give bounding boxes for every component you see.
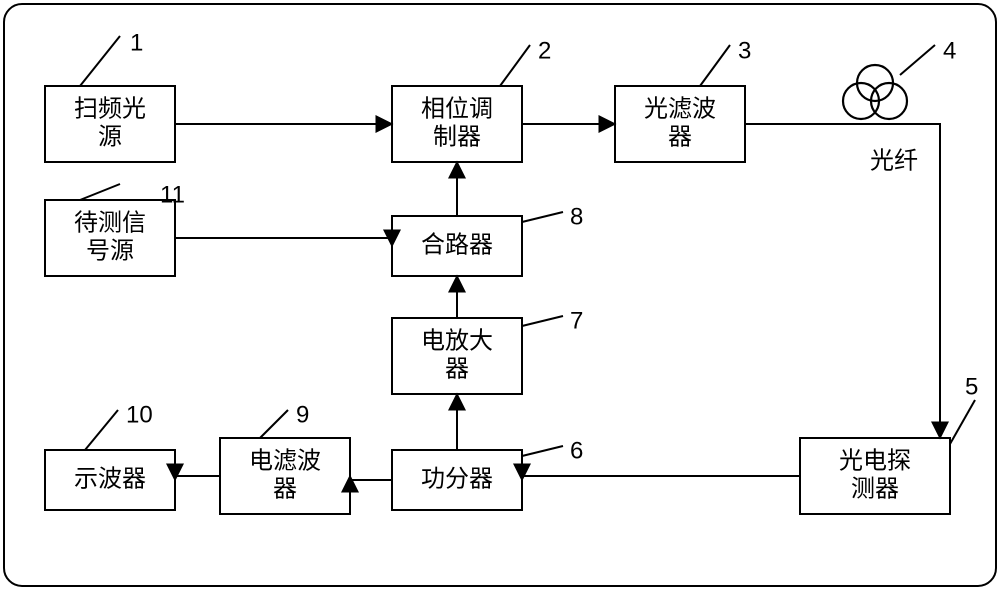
leader-line <box>950 400 975 444</box>
block-b3: 光滤波器 3 <box>615 37 751 162</box>
block-number: 3 <box>738 37 751 64</box>
block-b2: 相位调制器 2 <box>392 37 551 162</box>
block-label: 功分器 <box>421 465 493 492</box>
block-label: 待测信 <box>74 209 146 236</box>
leader-line <box>80 36 120 86</box>
arrow <box>350 476 392 480</box>
block-label: 器 <box>445 355 469 382</box>
block-label: 合路器 <box>421 231 493 258</box>
block-label: 器 <box>668 123 692 150</box>
leader-line <box>260 410 288 438</box>
block-b1: 扫频光源 1 <box>45 29 175 162</box>
block-number: 2 <box>538 37 551 64</box>
block-b7: 电放大器 7 <box>392 307 583 394</box>
block-number: 10 <box>126 401 153 428</box>
block-b8: 合路器 8 <box>392 203 583 276</box>
block-label: 扫频光 <box>74 95 146 122</box>
leader-line <box>80 184 120 200</box>
leader-line <box>85 410 118 450</box>
block-label: 源 <box>98 123 122 150</box>
block-label: 制器 <box>433 123 481 150</box>
leader-line <box>522 316 563 326</box>
block-label: 电放大 <box>421 327 493 354</box>
block-number: 11 <box>160 181 185 208</box>
block-number: 5 <box>965 373 978 400</box>
block-number: 9 <box>296 401 309 428</box>
block-b10: 示波器 10 <box>45 401 175 510</box>
arrow <box>522 476 800 480</box>
block-number: 7 <box>570 307 583 334</box>
fiber-label: 光纤 <box>870 147 918 174</box>
block-b11: 待测信号源 11 <box>45 181 185 276</box>
leader-line <box>500 45 530 86</box>
block-b6: 功分器 6 <box>392 437 583 510</box>
block-label: 光滤波 <box>644 95 716 122</box>
block-number: 1 <box>130 29 143 56</box>
block-number: 8 <box>570 203 583 230</box>
leader-line <box>700 45 730 86</box>
block-label: 器 <box>273 475 297 502</box>
block-label: 测器 <box>851 475 899 502</box>
block-label: 光电探 <box>839 447 911 474</box>
block-number: 4 <box>943 37 956 64</box>
block-number: 6 <box>570 437 583 464</box>
arrow <box>175 476 220 480</box>
leader-line <box>522 446 563 456</box>
block-b9: 电滤波器 9 <box>220 401 350 514</box>
block-label: 相位调 <box>421 95 493 122</box>
diagram-canvas: 扫频光源1待测信号源11相位调制器2合路器8电放大器7功分器6光滤波器3光电探测… <box>0 0 1000 590</box>
block-label: 电滤波 <box>249 447 321 474</box>
block-label: 示波器 <box>74 465 146 492</box>
diagram-frame <box>4 4 996 586</box>
arrow <box>175 238 392 246</box>
block-b5: 光电探测器 5 <box>800 373 978 514</box>
block-label: 号源 <box>86 237 134 264</box>
leader-line <box>900 45 935 75</box>
leader-line <box>522 212 563 222</box>
